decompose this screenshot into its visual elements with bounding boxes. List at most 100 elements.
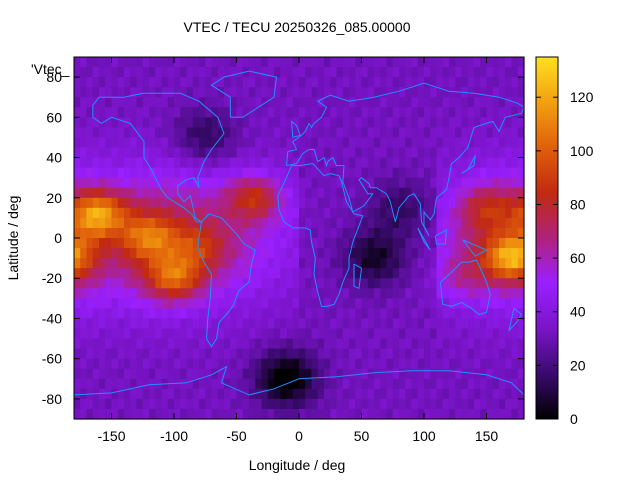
heatmap-cell: [92, 117, 100, 128]
heatmap-cell: [499, 107, 506, 118]
heatmap-cell: [392, 77, 400, 88]
heatmap-cell: [186, 328, 194, 340]
heatmap-cell: [111, 107, 119, 118]
heatmap-cell: [142, 97, 150, 108]
heatmap-cell: [355, 328, 363, 340]
heatmap-cell: [99, 97, 106, 108]
heatmap-cell: [224, 177, 231, 189]
heatmap-cell: [430, 127, 438, 139]
heatmap-cell: [292, 268, 300, 279]
heatmap-cell: [286, 258, 294, 269]
heatmap-cell: [361, 278, 369, 289]
heatmap-cell: [149, 157, 156, 169]
heatmap-cell: [174, 268, 181, 279]
heatmap-cell: [130, 187, 138, 199]
heatmap-cell: [505, 398, 513, 410]
heatmap-cell: [136, 117, 144, 128]
heatmap-cell: [142, 358, 150, 370]
heatmap-cell: [236, 217, 244, 229]
heatmap-cell: [236, 388, 244, 400]
heatmap-cell: [74, 227, 81, 239]
heatmap-cell: [436, 338, 444, 350]
heatmap-cell: [499, 227, 506, 239]
heatmap-cell: [74, 67, 81, 78]
heatmap-cell: [124, 157, 131, 169]
heatmap-cell: [111, 318, 119, 330]
heatmap-cell: [186, 87, 194, 98]
heatmap-cell: [105, 97, 113, 108]
heatmap-cell: [167, 238, 175, 249]
heatmap-cell: [311, 278, 319, 289]
heatmap-cell: [299, 288, 306, 299]
heatmap-cell: [392, 308, 400, 320]
heatmap-cell: [442, 177, 450, 189]
heatmap-cell: [336, 137, 344, 149]
heatmap-cell: [117, 398, 125, 410]
heatmap-cell: [361, 147, 369, 159]
heatmap-cell: [492, 107, 500, 118]
heatmap-cell: [386, 278, 394, 289]
heatmap-cell: [374, 97, 381, 108]
heatmap-cell: [99, 338, 106, 350]
heatmap-cell: [480, 127, 488, 139]
heatmap-cell: [380, 278, 388, 289]
heatmap-cell: [461, 398, 469, 410]
heatmap-cell: [467, 358, 475, 370]
heatmap-cell: [99, 258, 106, 269]
heatmap-cell: [292, 358, 300, 370]
heatmap-cell: [130, 97, 138, 108]
heatmap-cell: [149, 398, 156, 410]
heatmap-cell: [211, 117, 219, 128]
heatmap-cell: [305, 278, 313, 289]
heatmap-cell: [180, 338, 188, 350]
heatmap-cell: [267, 117, 275, 128]
heatmap-cell: [367, 207, 375, 219]
heatmap-cell: [399, 147, 406, 159]
heatmap-cell: [149, 117, 156, 128]
heatmap-cell: [155, 328, 163, 340]
heatmap-cell: [136, 278, 144, 289]
heatmap-cell: [136, 207, 144, 219]
heatmap-cell: [255, 117, 263, 128]
heatmap-cell: [355, 388, 363, 400]
heatmap-cell: [349, 207, 356, 219]
heatmap-cell: [461, 258, 469, 269]
heatmap-cell: [492, 117, 500, 128]
heatmap-cell: [249, 248, 256, 259]
heatmap-cell: [230, 87, 238, 98]
heatmap-cell: [86, 308, 94, 320]
heatmap-cell: [80, 288, 88, 299]
heatmap-cell: [224, 278, 231, 289]
heatmap-cell: [236, 278, 244, 289]
heatmap-cell: [180, 157, 188, 169]
heatmap-cell: [236, 348, 244, 360]
heatmap-cell: [486, 137, 494, 149]
heatmap-cell: [361, 137, 369, 149]
heatmap-cell: [274, 388, 281, 400]
heatmap-cell: [511, 408, 519, 420]
heatmap-cell: [486, 378, 494, 390]
heatmap-cell: [492, 248, 500, 259]
heatmap-cell: [99, 318, 106, 330]
coastline: [461, 155, 476, 175]
heatmap-cell: [192, 147, 200, 159]
heatmap-cell: [405, 398, 413, 410]
heatmap-cell: [517, 288, 525, 299]
heatmap-cell: [242, 378, 250, 390]
heatmap-cell: [136, 137, 144, 149]
heatmap-cell: [436, 187, 444, 199]
heatmap-cell: [149, 258, 156, 269]
heatmap-cell: [136, 358, 144, 370]
heatmap-cell: [211, 288, 219, 299]
heatmap-cell: [105, 248, 113, 259]
heatmap-cell: [155, 197, 163, 209]
heatmap-cell: [324, 217, 331, 229]
heatmap-cell: [436, 378, 444, 390]
heatmap-cell: [117, 97, 125, 108]
heatmap-cell: [361, 177, 369, 189]
heatmap-cell: [467, 57, 475, 68]
heatmap-cell: [330, 368, 338, 380]
heatmap-cell: [174, 147, 181, 159]
heatmap-cell: [292, 368, 300, 380]
heatmap-cell: [267, 278, 275, 289]
